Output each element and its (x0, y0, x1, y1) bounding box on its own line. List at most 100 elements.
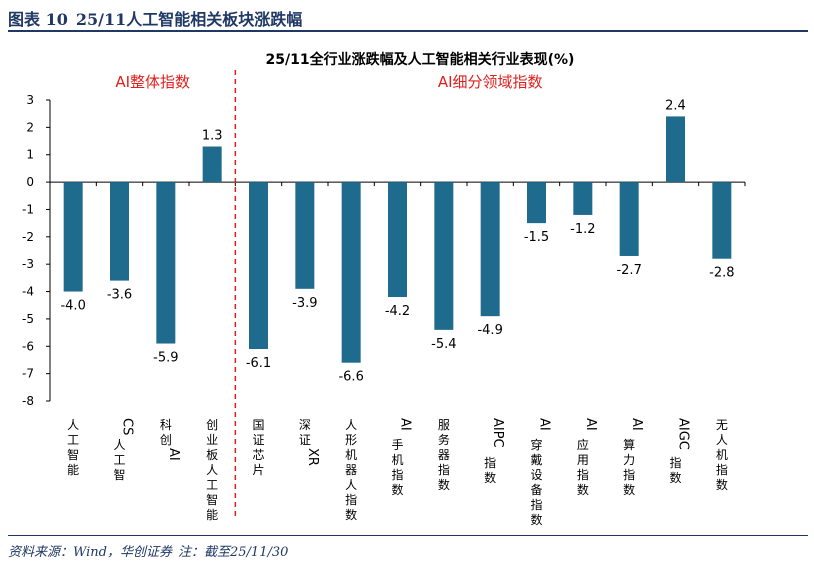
chart-title: 25/11全行业涨跌幅及人工智能相关行业表现(%) (266, 51, 575, 68)
category-label-char: 人 (206, 463, 218, 477)
category-label-run: AIPC (490, 418, 505, 448)
category-label-char: 人 (113, 438, 125, 452)
category-label-run: AI (629, 418, 644, 431)
y-tick-label: -2 (22, 230, 34, 244)
category-label-char: 能 (206, 508, 218, 522)
category-label: AIGC 指数 (669, 418, 690, 485)
category-label-char: 创 (206, 418, 218, 432)
category-label-run: AI (537, 418, 552, 431)
bars (63, 116, 732, 363)
data-label: -4.2 (385, 304, 410, 319)
category-label-char: 手 (391, 438, 403, 452)
category-label-char: 设 (530, 468, 542, 482)
category-label-char: 智 (67, 447, 79, 462)
category-label-run: XR (305, 448, 320, 466)
category-label-char: 数 (669, 470, 681, 485)
category-label-char: 指 (530, 497, 542, 512)
category-label-char: 数 (623, 482, 635, 497)
category-label-char: 数 (391, 482, 403, 497)
category-label-run: AI (398, 418, 413, 431)
data-label: -3.9 (292, 296, 317, 311)
category-label-char: 智 (206, 492, 218, 507)
data-label: -1.2 (570, 222, 595, 237)
category-label-char: 备 (530, 483, 542, 497)
category-label-char: 证 (252, 433, 264, 447)
y-tick-label: 1 (26, 148, 34, 162)
data-label: -6.1 (246, 356, 271, 371)
data-label: 1.3 (202, 129, 223, 144)
category-label-char: 指 (484, 455, 496, 470)
data-label: 2.4 (665, 98, 686, 113)
category-label-char: 工 (67, 433, 79, 447)
bar (480, 182, 500, 317)
bar (249, 182, 268, 350)
bar (202, 146, 222, 183)
category-label-char: 指 (623, 467, 635, 482)
category-label-char: 指 (577, 467, 589, 482)
y-tick-label: -6 (22, 339, 34, 353)
category-label-char: 无 (716, 418, 728, 432)
category-label-char: 应 (577, 437, 589, 452)
category-label-char: 数 (716, 477, 728, 492)
category-label-char: 创 (160, 433, 172, 447)
category-label-char: 数 (577, 482, 589, 497)
figure-title: 25/11人工智能相关板块涨跌幅 (75, 10, 303, 29)
bar (63, 182, 83, 292)
category-label-char: 机 (391, 453, 403, 467)
footer-source: 资料来源：Wind，华创证券 (8, 545, 172, 560)
category-label-char: 形 (345, 433, 357, 447)
category-label-char: 证 (299, 433, 311, 447)
bar (666, 116, 685, 183)
bar (388, 182, 407, 298)
category-label-char: 力 (623, 453, 635, 467)
category-label-char: 用 (577, 453, 589, 467)
bar (341, 182, 361, 363)
category-label-run: AIGC (676, 418, 691, 450)
category-label: 人工智能 (67, 418, 79, 477)
data-label: -3.6 (107, 288, 132, 303)
category-label-run: AI (583, 418, 598, 431)
bar (527, 182, 546, 224)
category-label-char: 机 (716, 448, 728, 462)
category-label-char: 指 (669, 455, 681, 470)
annotation-segments: AI细分领域指数 (438, 73, 543, 91)
bar (712, 182, 732, 259)
y-tick-label: 0 (26, 175, 34, 189)
category-label-char: 器 (345, 463, 357, 477)
category-label-char: 戴 (530, 452, 542, 467)
category-label-run: CS (120, 418, 135, 435)
category-label-char: 器 (438, 448, 450, 462)
y-tick-label: -7 (22, 367, 34, 381)
category-label-char: 数 (345, 507, 357, 522)
y-tick-label: -5 (22, 312, 34, 326)
footer-note: 注：截至25/11/30 (178, 545, 289, 560)
y-tick-label: 2 (26, 120, 34, 134)
category-label-char: 业 (206, 433, 218, 447)
bar (619, 182, 639, 256)
category-label-char: 穿 (530, 437, 542, 452)
category-label-char: 人 (345, 478, 357, 492)
data-label: -4.0 (60, 299, 85, 314)
bar (110, 182, 129, 281)
category-label-char: 指 (391, 467, 403, 482)
annotation-overall: AI整体指数 (115, 73, 190, 91)
bar (434, 182, 454, 330)
category-label-char: 算 (623, 437, 635, 452)
category-label-char: 机 (345, 448, 357, 462)
category-label-char: 务 (438, 432, 450, 447)
category-label-char: 深 (299, 418, 311, 432)
figure-number: 图表 10 (8, 10, 68, 29)
category-label-run: AI (166, 448, 181, 461)
data-labels: -4.0 -3.6 -5.9 1.3 -6.1 -3.9 -6.6 -4.2 -5.4 -4.9 -… (60, 98, 734, 384)
data-label: -5.4 (431, 337, 456, 352)
category-label-char: 国 (252, 418, 264, 432)
category-label: AIPC 指数 (484, 418, 505, 485)
category-labels: 人工智能CS人工智科创AI创业板人工智能国证芯片深证XR人形机器人指数AI手机指… (67, 418, 728, 527)
